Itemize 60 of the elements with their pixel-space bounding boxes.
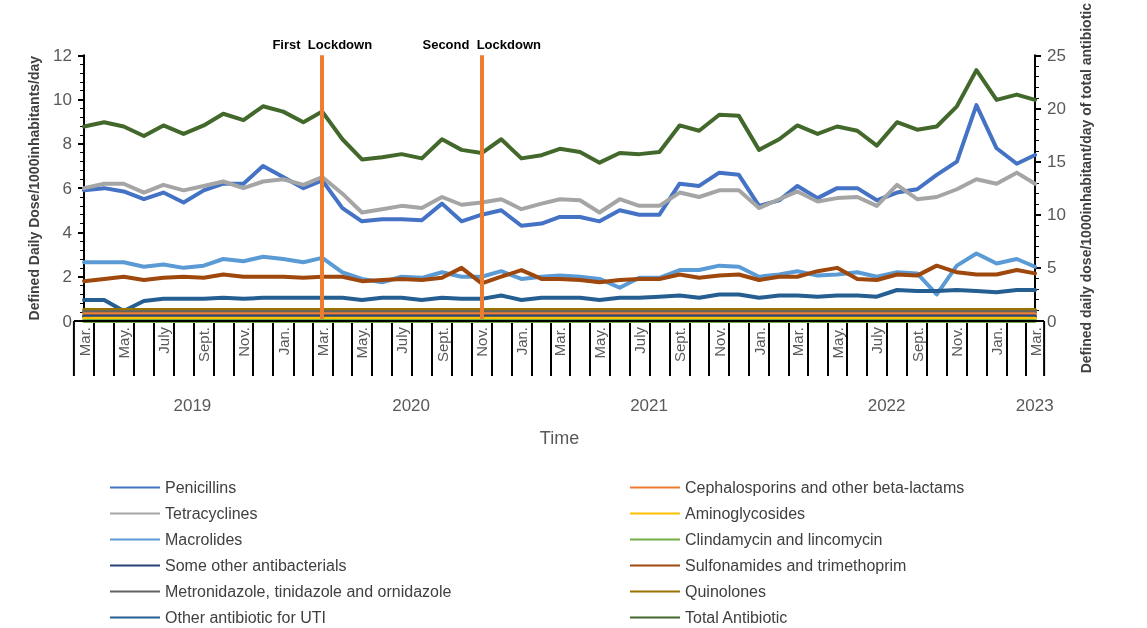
legend-label: Quinolones — [685, 583, 766, 600]
y-tick-label: 6 — [62, 178, 72, 198]
x-tick-label: May. — [591, 327, 609, 359]
legend-label: Total Antibiotic — [685, 609, 788, 626]
text: 2019 — [173, 396, 212, 415]
x-tick-label: Nov. — [948, 327, 966, 357]
y2-tick-label: 10 — [1047, 205, 1066, 225]
legend-label: Aminoglycosides — [685, 505, 806, 522]
x-tick-label: May. — [828, 327, 846, 359]
x-tick-label: Nov. — [710, 327, 728, 357]
text: 2020 — [392, 396, 431, 415]
text: 2021 — [630, 396, 668, 415]
y-tick-label: 0 — [62, 311, 72, 331]
ref-line-label: Second Lockdown — [422, 37, 541, 53]
x-tick-label: May. — [115, 327, 133, 359]
y2-tick-label: 0 — [1047, 311, 1057, 331]
y-axis-title: Defined Daily Dose/1000inhabitants/day — [25, 55, 42, 321]
y-tick-label: 12 — [53, 45, 72, 65]
x-tick-label: Mar. — [788, 327, 806, 357]
x-tick-label: Jan. — [274, 327, 292, 356]
y-tick-label: 2 — [62, 267, 72, 287]
x-tick-label: Nov. — [234, 327, 252, 357]
x-tick-label: July — [393, 326, 411, 354]
x-tick-label: Mar. — [313, 327, 331, 357]
legend-label: Some other antibacterials — [165, 557, 347, 574]
x-tick-label: Jan. — [988, 327, 1006, 356]
y2-tick-label: 5 — [1047, 258, 1057, 278]
legend-label: Other antibiotic for UTI — [165, 609, 326, 626]
x-tick-label: Jan. — [750, 327, 768, 356]
legend-label: Penicillins — [165, 479, 237, 496]
legend-label: Tetracyclines — [165, 505, 258, 522]
x-tick-label: Sept. — [433, 327, 451, 363]
x-tick-label: May. — [353, 327, 371, 359]
x-tick-label: Mar. — [75, 327, 93, 357]
y2-tick-label: 25 — [1047, 45, 1066, 65]
x-tick-label: Sept. — [671, 327, 689, 363]
x-tick-label: July — [630, 326, 648, 354]
y2-axis-title: Defined daily dose/1000inhabitant/day of total antibiotic — [1077, 2, 1094, 374]
y-tick-label: 8 — [62, 134, 72, 154]
y-tick-label: 10 — [53, 90, 72, 110]
x-tick-label: July — [154, 326, 172, 354]
y-tick-label: 4 — [62, 222, 72, 242]
legend-label: Sulfonamides and trimethoprim — [685, 557, 907, 574]
y2-tick-label: 15 — [1047, 152, 1066, 172]
x-tick-label: Sept. — [195, 327, 213, 363]
x-axis-title: Time — [539, 428, 580, 448]
x-tick-label: Mar. — [551, 327, 569, 357]
legend-label: Metronidazole, tinidazole and ornidazole — [165, 583, 452, 600]
x-tick-label: Mar. — [1026, 327, 1044, 357]
ref-line-label: First Lockdown — [272, 37, 373, 53]
x-tick-label: Nov. — [473, 327, 491, 357]
x-tick-label: July — [868, 326, 886, 354]
x-tick-label: Jan. — [512, 327, 530, 356]
legend-label: Macrolides — [165, 531, 243, 548]
legend-label: Cephalosporins and other beta-lactams — [685, 479, 965, 496]
y2-tick-label: 20 — [1047, 98, 1066, 118]
text: 2023 — [1015, 396, 1054, 415]
x-tick-label: Sept. — [908, 327, 926, 363]
legend-label: Clindamycin and lincomycin — [685, 531, 883, 548]
text: 2022 — [867, 396, 906, 415]
